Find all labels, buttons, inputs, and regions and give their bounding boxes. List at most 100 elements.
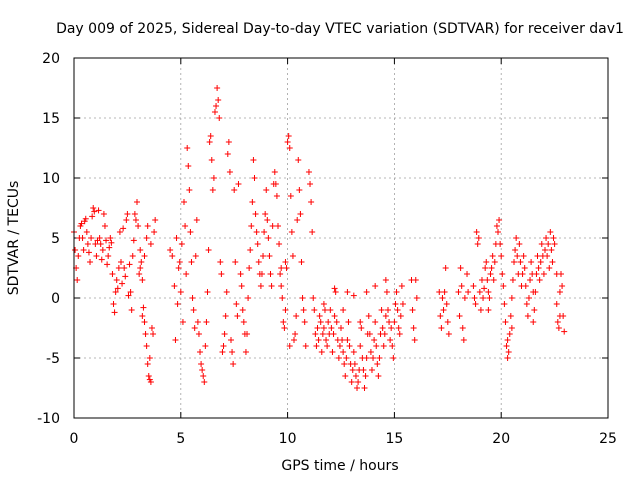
- data-point: [478, 277, 485, 283]
- data-point: [340, 307, 347, 313]
- data-point: [129, 253, 136, 259]
- data-point: [509, 277, 516, 283]
- data-point: [262, 211, 269, 217]
- data-point: [352, 373, 359, 379]
- data-point: [307, 181, 314, 187]
- data-point: [340, 349, 347, 355]
- data-point: [75, 253, 82, 259]
- x-tick-label: 5: [176, 431, 185, 447]
- data-point: [371, 337, 378, 343]
- data-point: [80, 247, 87, 253]
- data-point: [210, 175, 217, 181]
- data-point: [382, 277, 389, 283]
- data-point: [494, 229, 501, 235]
- data-point: [507, 313, 514, 319]
- data-point: [368, 367, 375, 373]
- data-point: [238, 283, 245, 289]
- data-point: [244, 331, 251, 337]
- data-point: [231, 187, 238, 193]
- data-point: [319, 331, 326, 337]
- data-point: [220, 343, 227, 349]
- x-tick-label: 10: [279, 431, 297, 447]
- data-point: [121, 265, 128, 271]
- data-point: [331, 313, 338, 319]
- data-point: [141, 253, 148, 259]
- data-point: [522, 283, 529, 289]
- data-point: [351, 361, 358, 367]
- data-point: [534, 253, 541, 259]
- data-point: [335, 355, 342, 361]
- data-point: [372, 283, 379, 289]
- data-point: [200, 373, 207, 379]
- data-point: [413, 295, 420, 301]
- data-point: [207, 133, 214, 139]
- data-point: [240, 319, 247, 325]
- data-point: [140, 304, 147, 311]
- data-point: [480, 295, 487, 301]
- data-point: [324, 343, 331, 349]
- data-point: [152, 217, 159, 223]
- data-point: [72, 247, 79, 253]
- data-point: [187, 229, 194, 235]
- data-point: [278, 265, 285, 271]
- data-point: [314, 325, 321, 331]
- data-point: [237, 271, 244, 277]
- data-point: [345, 319, 352, 325]
- data-point: [225, 139, 232, 145]
- data-point: [195, 331, 202, 337]
- data-point: [120, 225, 127, 232]
- data-point: [505, 349, 512, 355]
- data-point: [455, 289, 462, 295]
- plot-frame: [73, 57, 609, 419]
- data-point: [85, 249, 92, 256]
- data-point: [348, 379, 355, 385]
- data-point: [98, 256, 105, 263]
- data-point: [245, 295, 252, 301]
- data-point: [267, 271, 274, 277]
- data-point: [147, 379, 154, 385]
- data-point: [91, 208, 98, 215]
- data-point: [130, 237, 137, 244]
- data-point: [147, 241, 154, 247]
- data-point: [532, 289, 539, 295]
- y-tick-label: -10: [37, 411, 60, 427]
- y-tick-label: 20: [42, 51, 60, 67]
- data-point: [214, 85, 221, 91]
- data-point: [197, 349, 204, 355]
- data-point: [543, 235, 550, 241]
- data-point: [524, 313, 531, 319]
- data-point: [284, 139, 291, 145]
- data-point: [489, 253, 496, 259]
- data-point: [177, 289, 184, 295]
- data-point: [362, 373, 369, 379]
- data-point: [485, 289, 492, 295]
- data-point: [474, 241, 481, 247]
- data-point: [227, 337, 234, 343]
- data-point: [233, 301, 240, 307]
- data-point: [135, 223, 142, 229]
- data-point: [288, 229, 295, 235]
- data-point: [376, 355, 383, 361]
- data-point: [104, 261, 111, 268]
- data-point: [354, 385, 361, 391]
- data-point: [298, 259, 305, 265]
- data-point: [530, 319, 537, 325]
- data-point: [257, 283, 264, 289]
- data-point: [547, 229, 554, 235]
- data-point: [456, 313, 463, 319]
- data-point: [488, 265, 495, 271]
- data-point: [249, 199, 256, 205]
- data-point: [394, 307, 401, 313]
- data-point: [490, 277, 497, 283]
- data-point: [442, 265, 449, 271]
- data-point: [393, 289, 400, 295]
- data-point: [137, 247, 144, 253]
- data-point: [172, 337, 179, 343]
- data-point: [136, 271, 143, 277]
- data-point: [546, 265, 553, 271]
- data-point: [218, 271, 225, 277]
- data-point: [320, 301, 327, 307]
- data-point: [516, 241, 523, 247]
- data-point: [111, 309, 118, 316]
- data-point: [551, 241, 558, 247]
